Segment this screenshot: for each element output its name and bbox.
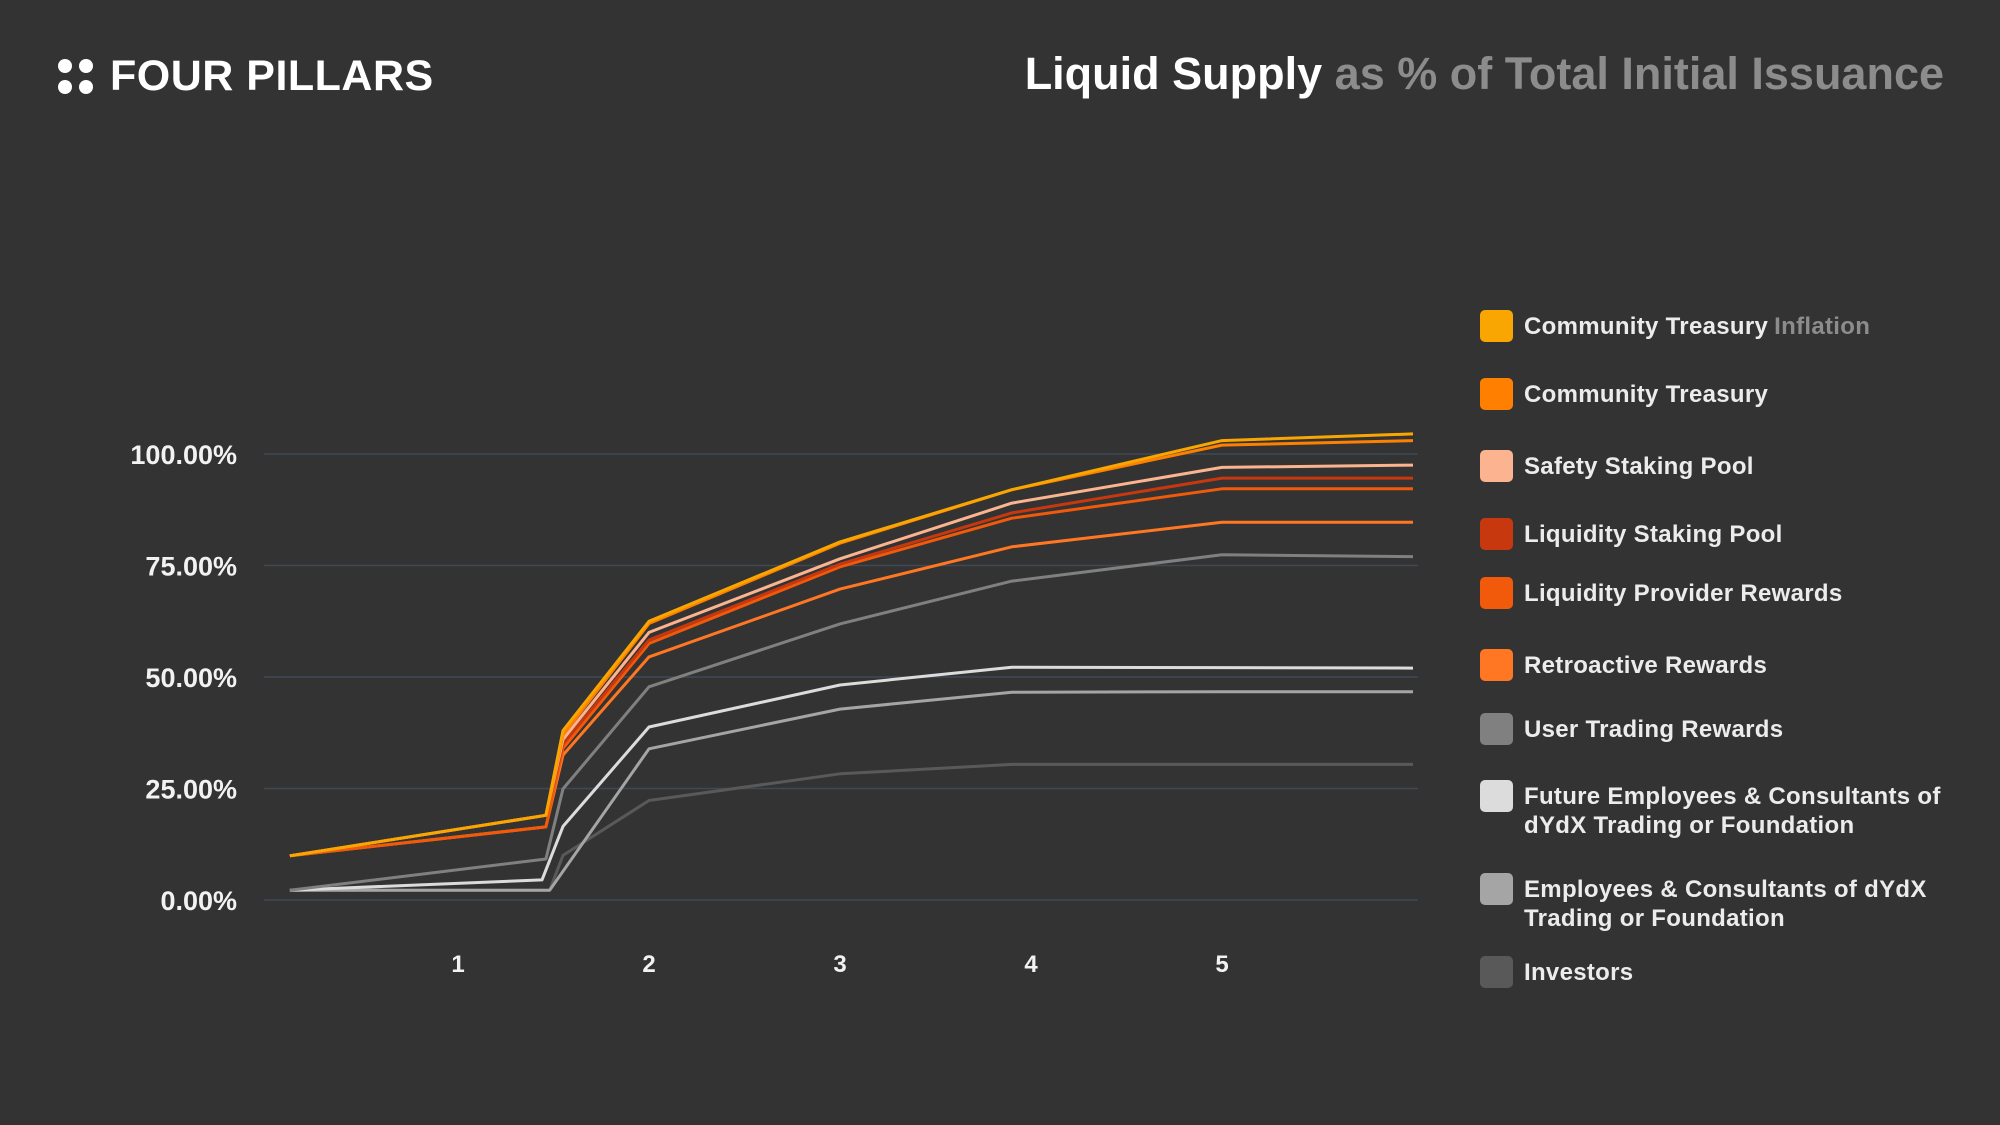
legend-swatch <box>1480 378 1513 410</box>
legend-label: Employees & Consultants of dYdX Trading … <box>1524 875 1964 933</box>
four-dots-logo-icon <box>58 58 94 95</box>
x-tick-label: 3 <box>833 951 846 978</box>
y-tick-label: 25.00% <box>145 775 237 805</box>
y-tick-label: 75.00% <box>145 552 237 582</box>
x-tick-label: 1 <box>451 951 464 978</box>
legend-swatch <box>1480 577 1513 609</box>
series-line-user-trading-rewards <box>289 553 1414 892</box>
legend-series-name: Investors <box>1524 959 1634 986</box>
legend-swatch <box>1480 713 1513 745</box>
legend-series-suffix: Inflation <box>1774 313 1871 340</box>
legend-swatch <box>1480 873 1513 905</box>
legend-swatch <box>1480 649 1513 681</box>
legend-label: Liquidity Staking Pool <box>1524 520 1783 549</box>
y-tick-label: 50.00% <box>145 663 237 693</box>
legend-label: Future Employees & Consultants of dYdX T… <box>1524 782 1964 840</box>
x-tick-label: 4 <box>1024 951 1038 978</box>
legend-item: Liquidity Staking Pool <box>1480 518 1980 550</box>
series-line-community-treasury <box>289 439 1414 858</box>
legend-swatch <box>1480 450 1513 482</box>
series-line-community-treasury-inflation <box>289 432 1414 858</box>
legend-item: Employees & Consultants of dYdX Trading … <box>1480 873 1980 933</box>
legend-series-name: Community Treasury <box>1524 313 1769 340</box>
legend-swatch <box>1480 956 1513 988</box>
logo-text: FOUR PILLARS <box>110 52 434 100</box>
legend-item: Safety Staking Pool <box>1480 450 1980 482</box>
chart-title-rest: as % of Total Initial Issuance <box>1334 48 1944 99</box>
logo: FOUR PILLARS <box>58 52 434 101</box>
legend-series-name: Employees & Consultants of dYdX Trading … <box>1524 876 1927 932</box>
legend-item: Future Employees & Consultants of dYdX T… <box>1480 780 1980 840</box>
legend-swatch <box>1480 780 1513 812</box>
legend-series-name: Liquidity Provider Rewards <box>1524 580 1843 607</box>
legend-series-name: Future Employees & Consultants of dYdX T… <box>1524 783 1941 839</box>
legend-label: Community Treasury Inflation <box>1524 312 1870 341</box>
series-line-employees-consultants-of-dydx-trading-or-foundation <box>289 690 1413 892</box>
legend-series-name: Liquidity Staking Pool <box>1524 521 1783 548</box>
y-tick-label: 0.00% <box>160 886 237 916</box>
legend-swatch <box>1480 518 1513 550</box>
series-line-future-employees-consultants-of-dydx-trading-or-foundation <box>289 665 1414 892</box>
legend-item: Community Treasury <box>1480 378 1980 410</box>
chart-title: Liquid Supply as % of Total Initial Issu… <box>1025 48 1944 100</box>
legend-item: Liquidity Provider Rewards <box>1480 577 1980 609</box>
legend-item: Investors <box>1480 956 1980 988</box>
legend-label: Investors <box>1524 958 1633 987</box>
series-line-investors <box>289 762 1413 892</box>
legend-item: Retroactive Rewards <box>1480 649 1980 681</box>
legend-series-name: User Trading Rewards <box>1524 716 1784 743</box>
legend-label: Liquidity Provider Rewards <box>1524 579 1843 608</box>
legend-item: Community Treasury Inflation <box>1480 310 1980 342</box>
y-tick-label: 100.00% <box>130 440 237 470</box>
legend-swatch <box>1480 310 1513 342</box>
chart-title-main: Liquid Supply <box>1024 48 1323 99</box>
x-tick-label: 2 <box>642 951 655 978</box>
legend-label: Community Treasury <box>1524 380 1768 409</box>
series-line-liquidity-provider-rewards <box>289 487 1413 858</box>
legend-item: User Trading Rewards <box>1480 713 1980 745</box>
legend-label: Retroactive Rewards <box>1524 651 1767 680</box>
series-line-safety-staking-pool <box>289 463 1414 858</box>
x-tick-label: 5 <box>1215 951 1228 978</box>
series-line-retroactive-rewards <box>289 520 1413 858</box>
legend-series-name: Retroactive Rewards <box>1524 652 1768 679</box>
legend-label: User Trading Rewards <box>1524 715 1783 744</box>
legend-series-name: Safety Staking Pool <box>1524 453 1754 480</box>
legend-series-name: Community Treasury <box>1524 381 1769 408</box>
legend-label: Safety Staking Pool <box>1524 452 1754 481</box>
